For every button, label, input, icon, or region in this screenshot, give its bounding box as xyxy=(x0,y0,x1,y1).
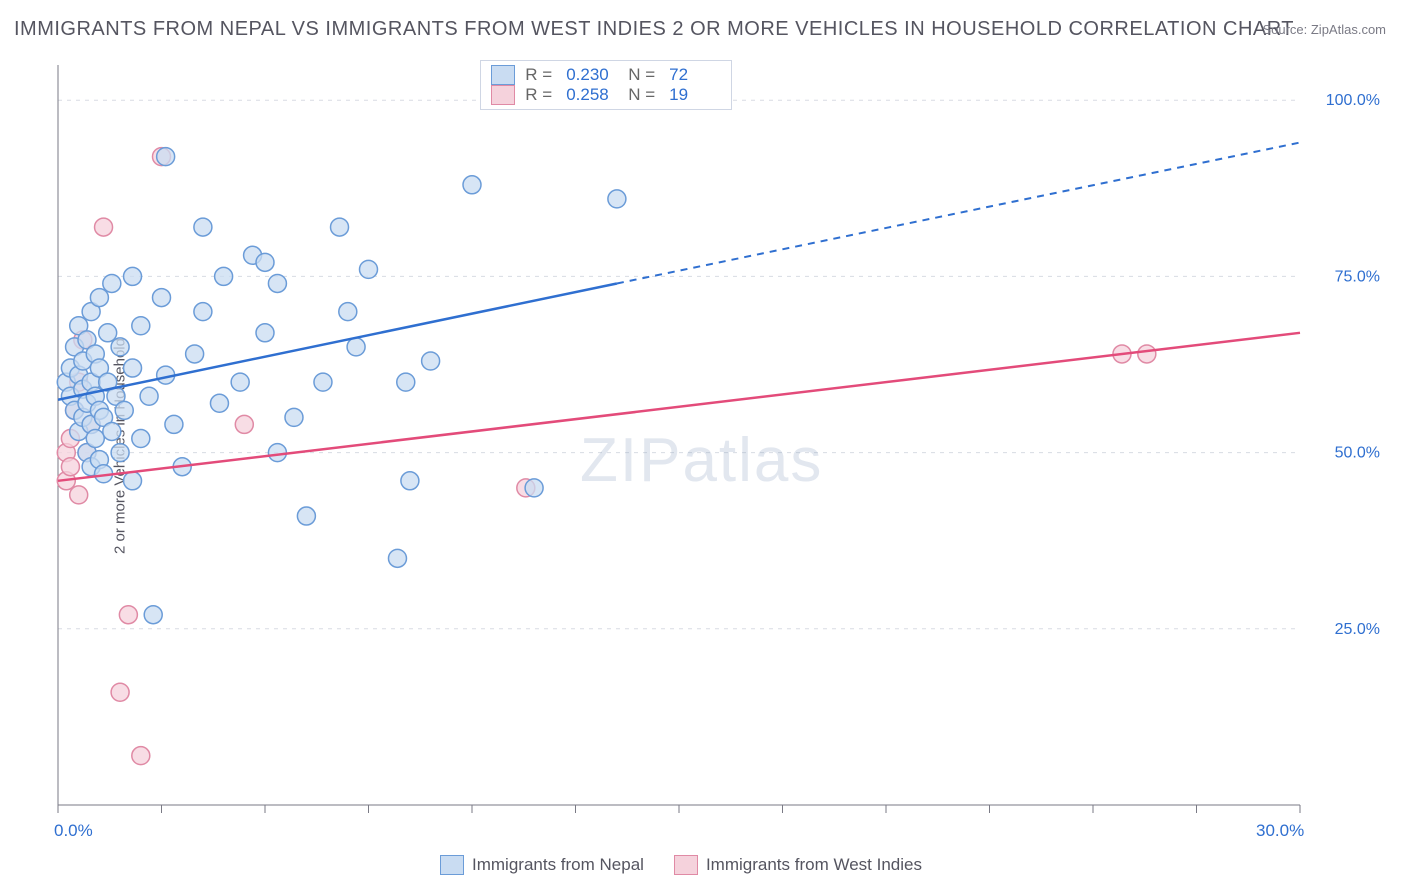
legend-series-label: Immigrants from Nepal xyxy=(472,855,644,875)
legend-stat-row: R = 0.230 N = 72 xyxy=(491,65,721,85)
svg-text:75.0%: 75.0% xyxy=(1335,268,1380,285)
legend-r-label: R = xyxy=(525,85,552,105)
chart-container: IMMIGRANTS FROM NEPAL VS IMMIGRANTS FROM… xyxy=(0,0,1406,892)
legend-n-label: N = xyxy=(628,65,655,85)
legend-series-item: Immigrants from West Indies xyxy=(674,855,922,875)
legend-n-value: 72 xyxy=(669,65,721,85)
scatter-svg: 25.0% 50.0% 75.0% 100.0% xyxy=(50,55,1390,835)
legend-r-label: R = xyxy=(525,65,552,85)
legend-stat-row: R = 0.258 N = 19 xyxy=(491,85,721,105)
legend-swatch xyxy=(440,855,464,875)
legend-series-label: Immigrants from West Indies xyxy=(706,855,922,875)
legend-n-label: N = xyxy=(628,85,655,105)
plot-area: 25.0%50.0%75.0%100.0% ZIPatlas R =0.230N… xyxy=(50,55,1390,835)
source-label: Source: ZipAtlas.com xyxy=(1262,22,1386,37)
chart-title: IMMIGRANTS FROM NEPAL VS IMMIGRANTS FROM… xyxy=(14,18,1294,41)
legend-series: Immigrants from Nepal Immigrants from Wes… xyxy=(440,855,922,875)
legend-swatch xyxy=(491,65,515,85)
legend-r-value: 0.258 xyxy=(566,85,618,105)
legend-r-value: 0.230 xyxy=(566,65,618,85)
legend-swatch xyxy=(491,85,515,105)
legend-swatch xyxy=(674,855,698,875)
legend-series-item: Immigrants from Nepal xyxy=(440,855,644,875)
x-axis-max-label: 30.0% xyxy=(1256,821,1304,841)
svg-text:25.0%: 25.0% xyxy=(1335,621,1380,638)
legend-n-value: 19 xyxy=(669,85,721,105)
x-axis-min-label: 0.0% xyxy=(54,821,93,841)
legend-stats: R = 0.230 N = 72 R = 0.258 N = 19 xyxy=(480,60,732,110)
svg-text:50.0%: 50.0% xyxy=(1335,445,1380,462)
svg-text:100.0%: 100.0% xyxy=(1326,92,1380,109)
